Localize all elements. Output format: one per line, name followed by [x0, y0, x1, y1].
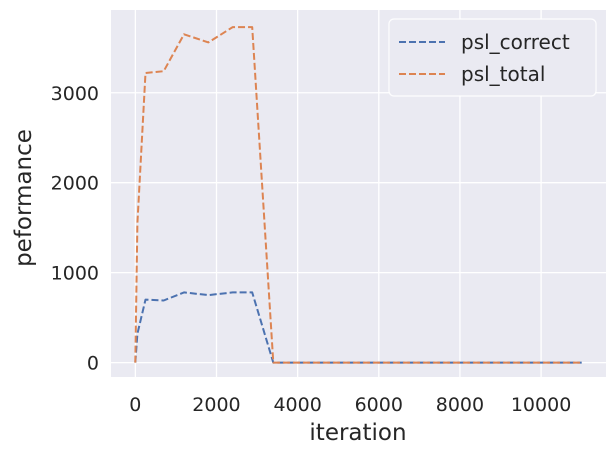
- x-tick-label: 10000: [511, 394, 571, 416]
- x-axis-title: iteration: [309, 420, 406, 446]
- series-line-psl-total: [134, 26, 582, 364]
- x-tick-label: 0: [129, 394, 141, 416]
- tick-labels: 0 2000 4000 6000 8000 10000 0 1000 2000 3000: [51, 83, 572, 416]
- y-tick-label: 0: [87, 353, 99, 375]
- legend-label-psl-total: psl_total: [461, 62, 545, 86]
- x-tick-label: 4000: [273, 394, 321, 416]
- y-tick-label: 1000: [51, 263, 99, 285]
- y-axis-title: peformance: [11, 129, 37, 267]
- legend: psl_correct psl_total: [388, 18, 597, 97]
- legend-label-psl-correct: psl_correct: [461, 30, 570, 54]
- series-lines: [134, 26, 582, 364]
- x-tick-label: 6000: [355, 394, 403, 416]
- y-tick-label: 3000: [51, 83, 99, 105]
- y-tick-label: 2000: [51, 173, 99, 195]
- x-tick-label: 8000: [436, 394, 484, 416]
- legend-box: [388, 18, 597, 97]
- x-tick-label: 2000: [192, 394, 240, 416]
